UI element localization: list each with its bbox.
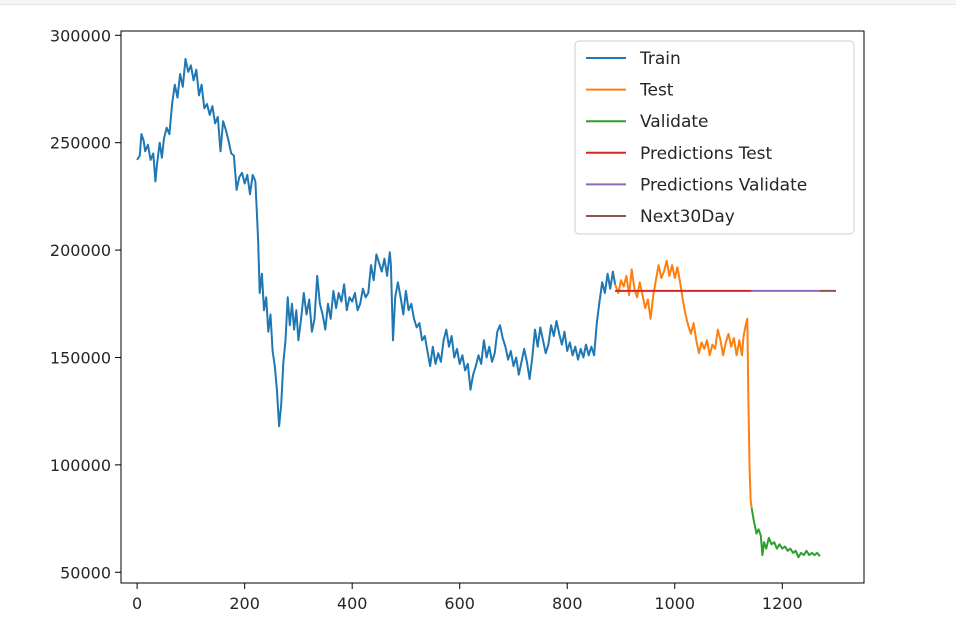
- x-tick-label: 0: [132, 594, 142, 613]
- x-tick-label: 800: [552, 594, 583, 613]
- legend-label: Next30Day: [640, 207, 735, 227]
- legend-label: Predictions Test: [640, 144, 773, 164]
- x-tick-label: 400: [337, 594, 368, 613]
- legend-box: [574, 40, 855, 235]
- x-tick-label: 600: [444, 594, 475, 613]
- y-tick-label: 150000: [50, 348, 111, 367]
- series-line-test: [614, 259, 753, 508]
- legend-label: Predictions Validate: [640, 175, 807, 195]
- series-line-validate: [750, 507, 821, 559]
- legend-label: Validate: [640, 112, 709, 132]
- x-tick-label: 1200: [762, 594, 803, 613]
- x-tick-label: 1000: [654, 594, 695, 613]
- legend-label: Test: [639, 81, 674, 101]
- series-lines: [136, 57, 836, 559]
- y-tick-label: 250000: [50, 134, 111, 153]
- series-line-train: [136, 57, 617, 428]
- x-tick-label: 200: [229, 594, 260, 613]
- legend: Train Test Validate Predictions Test Predict…: [574, 40, 855, 235]
- plot-frame: [120, 30, 865, 584]
- y-tick-label: 300000: [50, 26, 111, 45]
- y-tick-label: 50000: [60, 563, 111, 582]
- y-axis: 50000 100000 150000 200000 250000 300000: [50, 26, 121, 582]
- x-axis: 0 200 400 600 800 1000 1200: [132, 583, 803, 613]
- window-top-strip: [0, 0, 956, 5]
- y-tick-label: 200000: [50, 241, 111, 260]
- y-tick-label: 100000: [50, 456, 111, 475]
- legend-label: Train: [639, 49, 681, 69]
